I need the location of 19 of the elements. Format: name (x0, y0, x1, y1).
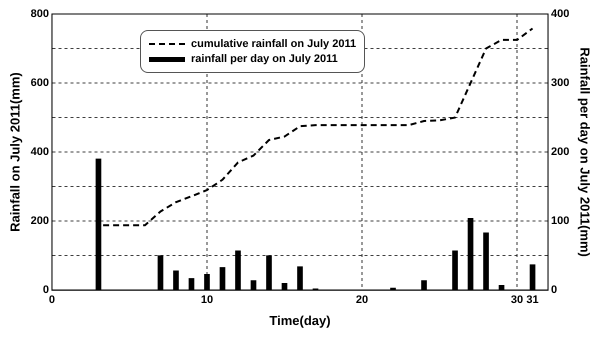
y-tick-label: 0 (42, 284, 49, 296)
y2-tick-label: 400 (551, 8, 570, 20)
y2-tick-label: 300 (551, 77, 570, 90)
x-tick-label: 20 (356, 294, 368, 306)
x-tick-label: 31 (526, 294, 539, 306)
y2-tick-label: 0 (551, 284, 558, 296)
y-tick-label: 200 (30, 215, 49, 228)
y-tick-label: 800 (30, 8, 49, 20)
y2-tick-label: 200 (551, 146, 570, 158)
legend-label: rainfall per day on July 2011 (191, 53, 338, 65)
legend-label: cumulative rainfall on July 2011 (191, 38, 356, 50)
x-axis-title: Time(day) (269, 312, 331, 328)
y-axis-title: Rainfall on July 2011(mm) (7, 72, 22, 232)
y-tick-label: 600 (30, 77, 49, 90)
x-tick-label: 30 (510, 294, 524, 306)
y-tick-label: 400 (30, 146, 49, 158)
y2-axis-title: Rainfall per day on July 2011(mm) (578, 47, 593, 257)
y2-tick-label: 100 (551, 215, 570, 228)
x-tick-label: 10 (200, 294, 214, 306)
